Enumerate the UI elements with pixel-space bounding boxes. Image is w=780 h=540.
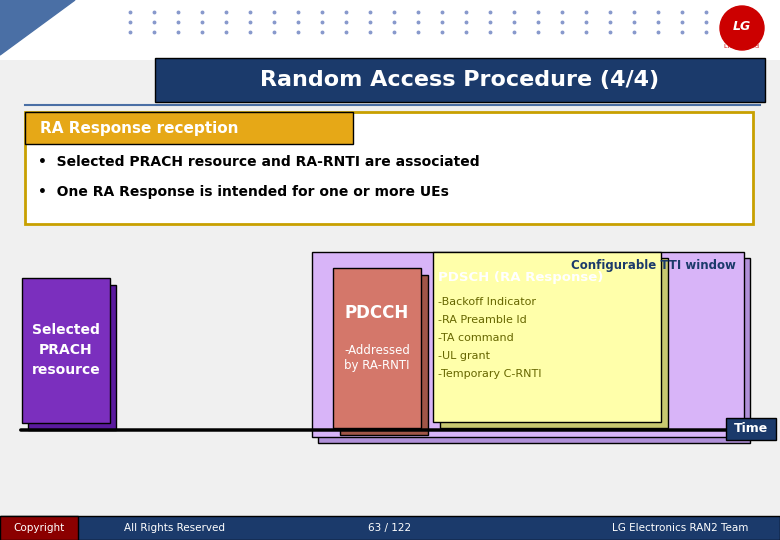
Text: All Rights Reserved: All Rights Reserved (125, 523, 225, 533)
Text: Copyright: Copyright (13, 523, 65, 533)
Text: -Backoff Indicator: -Backoff Indicator (438, 297, 536, 307)
Text: Life's Good: Life's Good (725, 44, 760, 49)
Text: 63 / 122: 63 / 122 (368, 523, 412, 533)
FancyBboxPatch shape (0, 236, 780, 506)
Text: -Temporary C-RNTI: -Temporary C-RNTI (438, 369, 541, 379)
FancyBboxPatch shape (726, 418, 776, 440)
Text: -UL grant: -UL grant (438, 351, 490, 361)
Text: LG Electronics RAN2 Team: LG Electronics RAN2 Team (612, 523, 748, 533)
Text: •  Selected PRACH resource and RA-RNTI are associated: • Selected PRACH resource and RA-RNTI ar… (38, 155, 480, 169)
Text: LG: LG (733, 19, 751, 32)
FancyBboxPatch shape (0, 0, 780, 60)
Text: •  One RA Response is intended for one or more UEs: • One RA Response is intended for one or… (38, 185, 448, 199)
Text: Configurable TTI window: Configurable TTI window (571, 259, 736, 272)
FancyBboxPatch shape (333, 268, 421, 428)
FancyBboxPatch shape (440, 258, 668, 428)
Text: Random Access Procedure (4/4): Random Access Procedure (4/4) (261, 70, 660, 90)
FancyBboxPatch shape (0, 516, 78, 540)
FancyBboxPatch shape (0, 516, 780, 540)
FancyBboxPatch shape (25, 112, 753, 224)
Circle shape (720, 6, 764, 50)
Text: RA Response reception: RA Response reception (40, 120, 239, 136)
Text: Selected
PRACH
resource: Selected PRACH resource (32, 323, 101, 376)
Text: -RA Preamble Id: -RA Preamble Id (438, 315, 526, 325)
FancyBboxPatch shape (22, 278, 110, 423)
FancyBboxPatch shape (433, 252, 661, 422)
Text: -TA command: -TA command (438, 333, 514, 343)
FancyBboxPatch shape (155, 58, 765, 102)
Polygon shape (0, 0, 75, 55)
FancyBboxPatch shape (25, 112, 353, 144)
FancyBboxPatch shape (28, 285, 116, 430)
FancyBboxPatch shape (312, 252, 744, 437)
Text: Time: Time (734, 422, 768, 435)
Text: PDCCH: PDCCH (345, 304, 410, 322)
Text: PDSCH (RA Response): PDSCH (RA Response) (438, 272, 604, 285)
Circle shape (718, 4, 766, 52)
FancyBboxPatch shape (340, 275, 428, 435)
FancyBboxPatch shape (318, 258, 750, 443)
Text: -Addressed
by RA-RNTI: -Addressed by RA-RNTI (344, 344, 410, 372)
